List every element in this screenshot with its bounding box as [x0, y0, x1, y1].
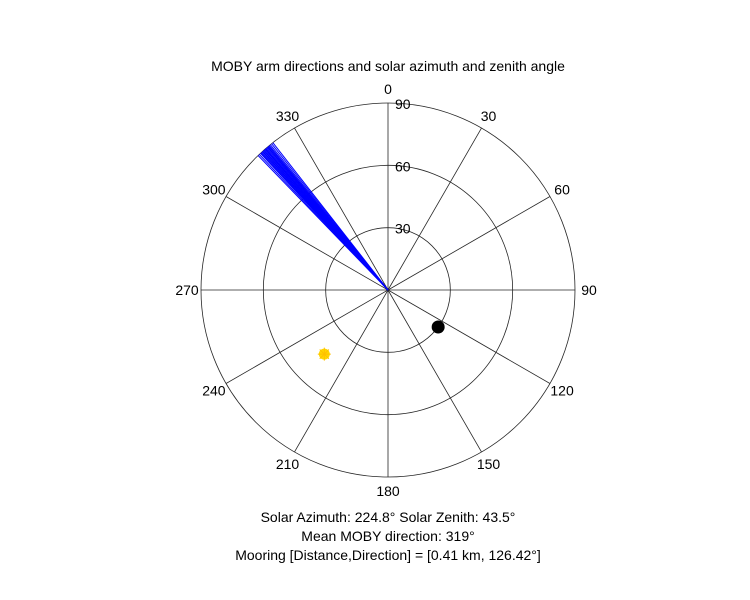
angular-tick-label: 90	[581, 282, 597, 298]
angular-tick-label: 180	[376, 483, 400, 499]
grid-spoke-150	[387, 289, 482, 453]
grid-spoke-330	[294, 127, 389, 291]
angular-tick-label: 210	[276, 456, 300, 472]
angular-tick-label: 120	[550, 383, 574, 399]
moby-arm-line	[272, 142, 389, 291]
angular-tick-label: 60	[554, 182, 570, 198]
grid-spoke-60	[387, 196, 551, 291]
grid-spoke-30	[387, 127, 482, 291]
angular-tick-label: 30	[481, 108, 497, 124]
mooring-marker	[431, 320, 445, 334]
data-marks	[257, 142, 445, 361]
radial-tick-label: 30	[395, 221, 411, 237]
radial-tick-label: 90	[395, 96, 411, 112]
mooring-caption: Mooring [Distance,Direction] = [0.41 km,…	[235, 547, 541, 563]
polar-grid	[200, 102, 576, 478]
angular-tick-label: 270	[175, 282, 199, 298]
grid-spoke-240	[225, 289, 389, 384]
grid-spoke-120	[387, 289, 551, 384]
angular-tick-label: 150	[477, 456, 501, 472]
moby-caption: Mean MOBY direction: 319°	[301, 528, 475, 544]
angular-tick-labels: 0 30 60 90 120 150 180 210 240 270 300 330	[175, 81, 597, 499]
grid-spoke-210	[294, 289, 389, 453]
angular-tick-label: 330	[276, 108, 300, 124]
grid-spoke-300	[225, 196, 389, 291]
radial-tick-labels: 30 60 90	[395, 96, 411, 237]
radial-tick-label: 60	[395, 158, 411, 174]
angular-tick-label: 0	[384, 81, 392, 97]
sun-marker	[317, 347, 331, 361]
solar-caption: Solar Azimuth: 224.8° Solar Zenith: 43.5…	[260, 509, 516, 525]
angular-tick-label: 300	[202, 182, 226, 198]
angular-tick-label: 240	[202, 383, 226, 399]
chart-title: MOBY arm directions and solar azimuth an…	[211, 58, 565, 74]
